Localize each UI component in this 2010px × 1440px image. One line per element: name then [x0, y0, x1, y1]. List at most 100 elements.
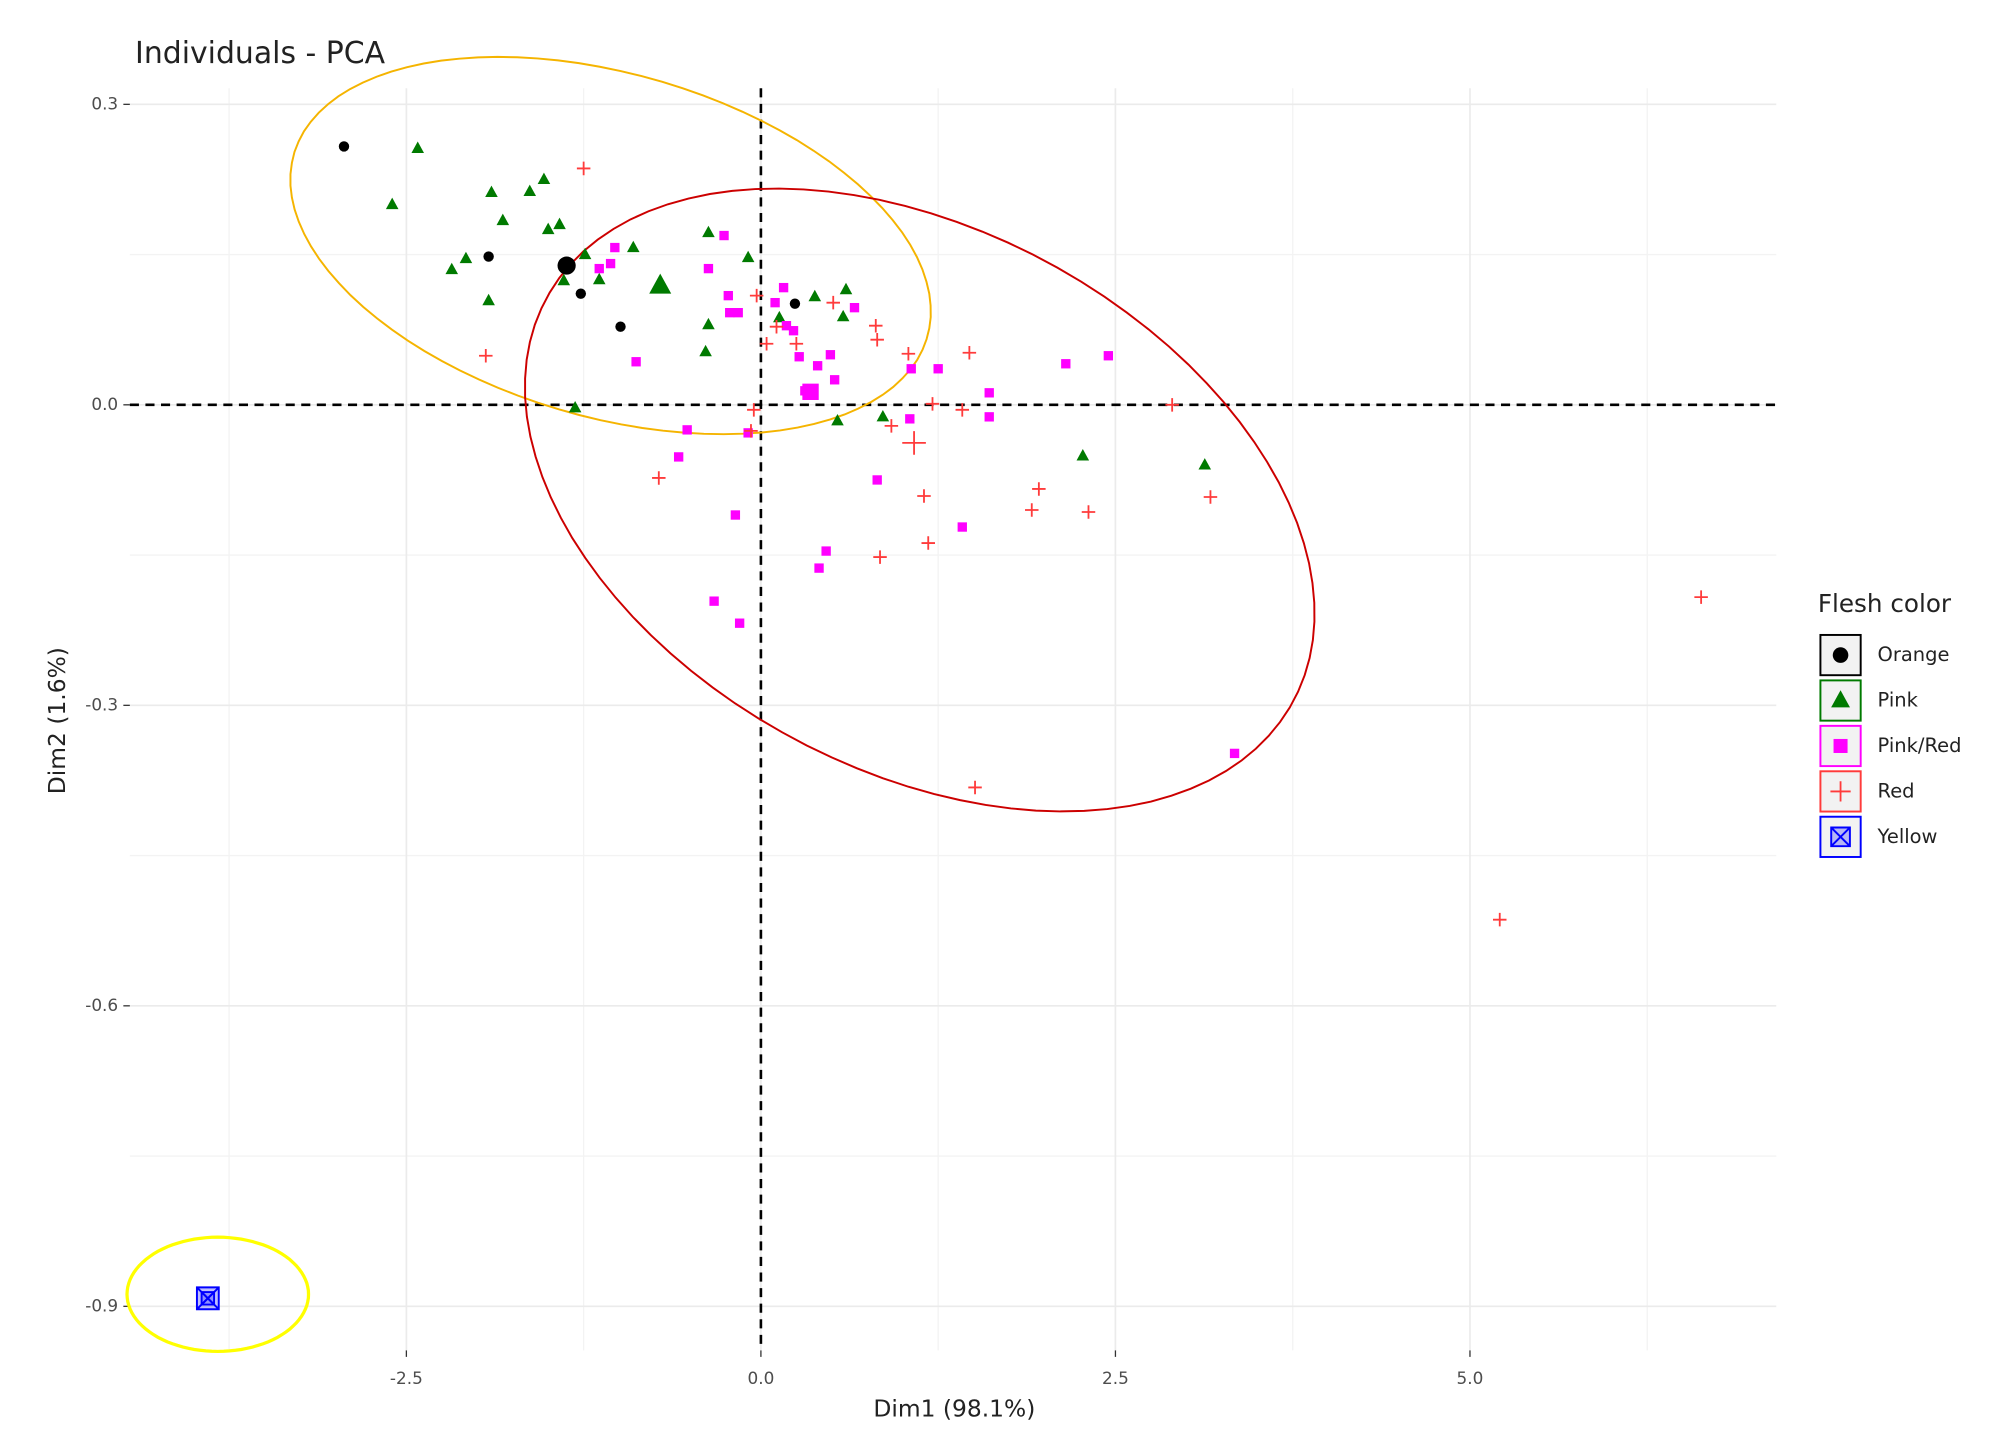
point	[789, 336, 804, 351]
point	[594, 263, 604, 274]
point	[553, 217, 566, 230]
point	[709, 596, 719, 606]
point	[873, 550, 887, 564]
point	[385, 197, 399, 210]
legend-label: Yellow	[1877, 825, 1938, 848]
group-mean	[195, 1286, 220, 1311]
point	[702, 225, 715, 238]
point	[568, 400, 582, 413]
point	[826, 295, 840, 310]
point	[869, 318, 883, 333]
point	[1165, 398, 1179, 412]
point	[485, 185, 498, 198]
point	[575, 288, 587, 299]
point	[673, 452, 684, 462]
point	[968, 780, 982, 795]
point	[759, 336, 774, 351]
confidence-ellipse	[289, 55, 932, 436]
point	[1025, 503, 1039, 517]
legend-title: Flesh color	[1818, 589, 1952, 618]
legend-label: Orange	[1878, 643, 1950, 666]
point	[955, 403, 970, 417]
point	[870, 332, 884, 347]
point	[1081, 505, 1096, 519]
point	[734, 618, 745, 628]
y-tick-label: 0.0	[91, 394, 118, 414]
point	[872, 475, 882, 485]
point	[719, 230, 729, 241]
point	[483, 251, 494, 262]
legend-marker	[1831, 690, 1850, 708]
legend-label: Red	[1878, 780, 1915, 803]
point	[1492, 912, 1507, 927]
point	[411, 141, 425, 153]
chart-title: Individuals - PCA	[135, 36, 386, 71]
group-mean	[649, 273, 672, 294]
point	[479, 348, 493, 363]
point	[445, 262, 459, 275]
point	[917, 489, 931, 503]
point	[615, 321, 626, 332]
point	[933, 364, 943, 374]
point	[733, 308, 743, 318]
point	[652, 471, 666, 485]
point	[338, 141, 350, 152]
point	[523, 184, 537, 197]
point	[876, 409, 890, 422]
point	[901, 346, 916, 361]
legend-label: Pink/Red	[1878, 734, 1962, 757]
point	[906, 364, 916, 374]
point	[703, 263, 714, 274]
point	[749, 288, 764, 303]
point	[723, 290, 733, 301]
point	[744, 424, 758, 438]
point	[1076, 449, 1090, 461]
point	[682, 425, 692, 435]
point	[962, 345, 977, 360]
point	[747, 403, 761, 417]
point	[984, 412, 994, 422]
y-axis-label: Dim2 (1.6%)	[43, 647, 71, 794]
point	[592, 272, 606, 285]
point	[537, 172, 551, 185]
point	[605, 258, 616, 269]
group-mean	[802, 383, 819, 400]
point	[1032, 482, 1046, 496]
point	[831, 413, 844, 426]
point	[884, 419, 899, 433]
point	[788, 326, 799, 336]
point	[789, 298, 801, 309]
point	[702, 317, 715, 330]
point	[839, 282, 853, 295]
point	[725, 308, 735, 318]
point	[825, 350, 836, 360]
legend-marker	[1830, 826, 1851, 848]
point	[1694, 590, 1708, 604]
legend-label: Pink	[1878, 689, 1919, 712]
point	[849, 302, 860, 313]
y-tick-label: -0.3	[85, 694, 118, 714]
point	[1229, 748, 1240, 759]
point	[626, 240, 640, 253]
point	[1061, 359, 1071, 369]
point	[541, 222, 555, 235]
point	[808, 289, 822, 302]
point	[743, 428, 753, 438]
point	[925, 397, 940, 411]
legend-marker	[1832, 647, 1849, 663]
y-tick-label: -0.6	[85, 995, 118, 1015]
point	[459, 251, 473, 264]
point	[921, 536, 935, 550]
point	[794, 352, 804, 362]
x-tick-label: 0.0	[748, 1368, 775, 1388]
point	[829, 375, 840, 385]
point	[1103, 351, 1114, 361]
x-tick-label: 5.0	[1457, 1368, 1484, 1388]
point	[741, 250, 755, 263]
point	[781, 321, 792, 331]
y-tick-label: 0.3	[91, 93, 118, 113]
y-tick-label: -0.9	[85, 1295, 118, 1315]
point	[770, 297, 780, 308]
